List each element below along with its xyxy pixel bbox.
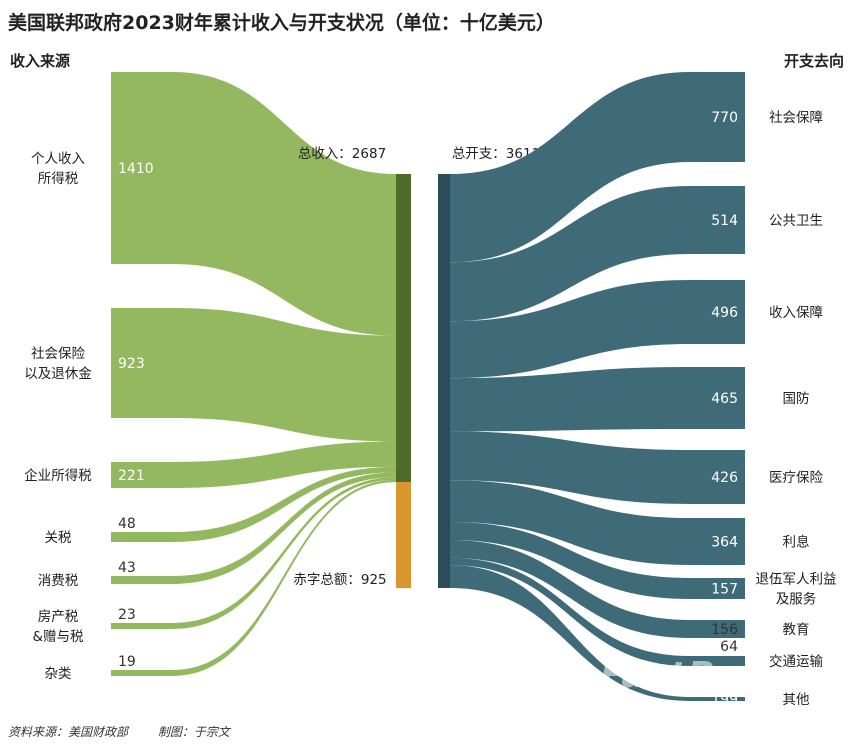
watermark-logo: FastBull (600, 655, 770, 696)
spending-flow-0 (450, 72, 745, 263)
revenue-value-3: 48 (118, 516, 136, 532)
spending-label-6: 退伍军人利益及服务 (756, 572, 837, 608)
revenue-flow-3 (111, 466, 396, 542)
expense-destination-header: 开支去向 (783, 52, 844, 70)
spending-flow-5 (450, 480, 745, 565)
revenue-label-1: 社会保险以及退休金 (24, 346, 92, 382)
spending-flow-9 (450, 565, 745, 701)
spending-label-0: 社会保障 (769, 110, 823, 126)
total-revenue-label: 总收入：2687 (298, 146, 386, 162)
spending-flow-2 (450, 280, 745, 379)
spending-label-1: 公共卫生 (769, 213, 823, 229)
spending-label-9: 其他 (783, 692, 810, 708)
revenue-flow-1 (111, 308, 396, 442)
credit-note: 制图：于宗文 (157, 725, 230, 739)
spending-label-4: 医疗保险 (769, 470, 823, 486)
source-note: 资料来源：美国财政部 (8, 725, 129, 739)
spending-value-7: 156 (711, 622, 738, 638)
spending-value-9: 199 (711, 692, 738, 708)
spending-flow-4 (450, 431, 745, 504)
revenue-value-1: 923 (118, 356, 145, 372)
spending-value-5: 364 (711, 535, 738, 551)
spending-flow-3 (450, 367, 745, 432)
footer: 资料来源：美国财政部 制图：于宗文 (8, 723, 256, 740)
revenue-label-2: 企业所得税 (24, 467, 92, 484)
spending-value-4: 426 (711, 470, 738, 486)
spending-flow-7 (450, 539, 745, 638)
deficit-bar (396, 482, 411, 589)
revenue-label-3: 关税 (45, 530, 72, 546)
spending-label-7: 教育 (783, 622, 810, 638)
spending-label-5: 利息 (783, 534, 810, 551)
spending-flow-6 (450, 521, 745, 599)
total-spending-label: 总开支：3611 (452, 146, 540, 162)
revenue-value-6: 19 (118, 654, 136, 670)
revenue-flow-0 (111, 72, 396, 336)
revenue-value-5: 23 (118, 607, 136, 623)
deficit-label: 赤字总额：925 (293, 572, 386, 588)
spending-label-3: 国防 (783, 391, 810, 407)
spending-label-2: 收入保障 (769, 305, 823, 321)
revenue-value-4: 43 (118, 560, 136, 576)
revenue-label-5: 房产税&赠与税 (32, 609, 84, 645)
spending-value-8: 64 (720, 639, 738, 655)
income-source-header: 收入来源 (10, 52, 71, 70)
spending-value-0: 770 (711, 110, 738, 126)
revenue-label-4: 消费税 (38, 573, 79, 589)
revenue-value-2: 221 (118, 468, 145, 484)
revenue-flow-2 (111, 441, 396, 488)
revenue-value-0: 1410 (118, 161, 154, 177)
chart-title: 美国联邦政府2023财年累计收入与开支状况（单位：十亿美元） (8, 12, 555, 34)
revenue-flow-4 (111, 472, 396, 584)
spending-flow-1 (450, 186, 745, 322)
spending-value-3: 465 (711, 391, 738, 407)
spending-value-1: 514 (711, 213, 738, 229)
spending-label-8: 交通运输 (769, 653, 823, 670)
revenue-total-bar (396, 174, 411, 483)
revenue-label-6: 杂类 (45, 666, 72, 682)
spending-value-2: 496 (711, 305, 738, 321)
spending-total-bar (438, 174, 450, 588)
revenue-label-0: 个人收入所得税 (31, 151, 85, 187)
spending-value-6: 157 (711, 582, 738, 598)
